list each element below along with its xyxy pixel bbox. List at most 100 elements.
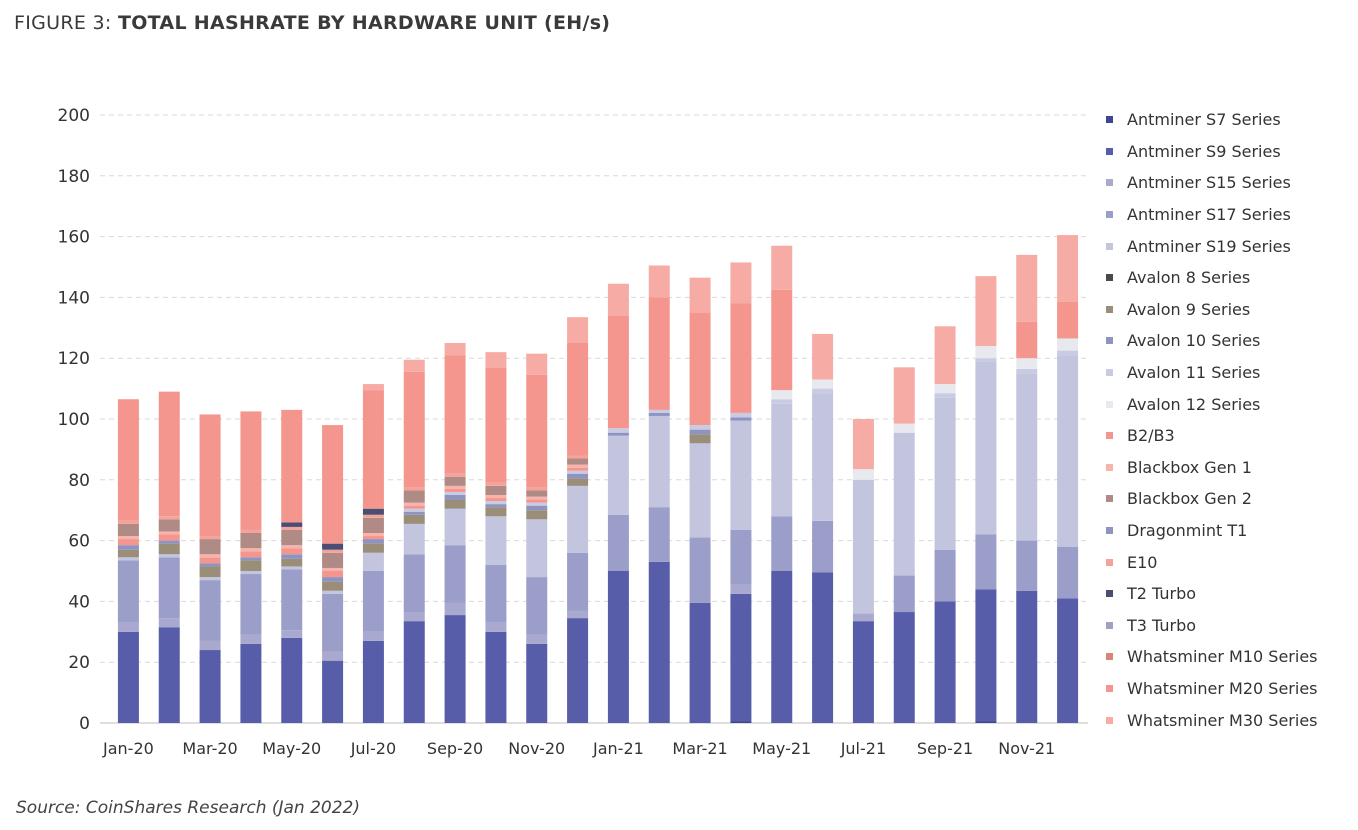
bar-segment: Antminer S15 Series — Oct-20: 3: [485, 622, 507, 632]
bar-segment: Antminer S19 Series — Sep-21: 50: [934, 397, 956, 550]
legend-item: Antminer S15 Series: [1106, 167, 1356, 199]
legend-swatch: [1106, 400, 1113, 408]
bar-segment: Avalon 12 Series — Oct-21: 4: [975, 346, 997, 359]
bar-segment: Whatsminer M30 Series — Oct-21: 23: [975, 276, 997, 347]
bar-segment: Avalon 9 Series — May-20: 2.5: [281, 558, 303, 567]
bar-segment: Antminer S15 Series — Sep-20: 4: [444, 602, 466, 616]
bar-segment: Blackbox Gen 2 — Sep-20: 3: [444, 476, 466, 486]
y-tick-label: 160: [58, 228, 90, 248]
bar-segment: Whatsminer M20 Series — Jun-20: 39: [322, 425, 344, 544]
bar-segment: Avalon 10 Series — Jul-20: 1.5: [362, 539, 384, 544]
bar-segment: Whatsminer M30 Series — Feb-21: 10.5: [648, 265, 670, 298]
y-tick-label: 120: [58, 349, 90, 369]
bar-segment: Antminer S19 Series — Jan-21: 26: [607, 435, 629, 515]
y-tick-label: 140: [58, 288, 90, 308]
figure-title: FIGURE 3: TOTAL HASHRATE BY HARDWARE UNI…: [14, 12, 610, 34]
bar-segment: Whatsminer M20 Series — Nov-20: 37: [526, 374, 548, 488]
bar-segment: Avalon 12 Series — May-21: 3: [771, 390, 793, 400]
bar-segment: Blackbox Gen 1 — Apr-20: 1: [240, 548, 262, 552]
bar-segment: Whatsminer M20 Series — Dec-21: 12: [1057, 301, 1079, 339]
bar-segment: B2/B3 — Nov-20: 1: [526, 499, 548, 503]
bar-segment: E10 — Jun-20: 1: [322, 549, 344, 553]
bar-segment: E10 — Apr-20: 1: [240, 529, 262, 533]
bar-segment: E10 — Sep-20: 1: [444, 473, 466, 477]
bar-segment: Avalon 9 Series — Mar-20: 3.5: [199, 566, 221, 578]
bar-segment: Blackbox Gen 2 — Jul-20: 5: [362, 517, 384, 533]
bar-segment: Avalon 9 Series — Apr-20: 3.5: [240, 560, 262, 571]
bar-segment: Whatsminer M20 Series — Apr-20: 39: [240, 411, 262, 530]
legend-item: Antminer S9 Series: [1106, 136, 1356, 168]
bar-segment: Avalon 11 Series — Dec-20: 1: [567, 470, 589, 474]
bar-segment: Antminer S17 Series — Mar-20: 20: [199, 580, 221, 641]
bar-segment: Antminer S15 Series — Jul-20: 3: [362, 631, 384, 641]
bar-segment: Antminer S15 Series — Aug-20: 3: [403, 612, 425, 622]
bar-segment: Antminer S15 Series — Nov-20: 3: [526, 634, 548, 644]
bar-segment: B2/B3 — Jun-20: 2: [322, 571, 344, 578]
bar-segment: Blackbox Gen 2 — Aug-20: 4: [403, 490, 425, 503]
bar-segment: Antminer S9 Series — May-20: 28: [281, 637, 303, 723]
bar-segment: Antminer S19 Series — Mar-21: 31: [689, 443, 711, 538]
bar-segment: Avalon 10 Series — Jan-21: 1: [607, 432, 629, 436]
bar-segment: Antminer S19 Series — Apr-20: 1: [240, 571, 262, 575]
legend-item: E10: [1106, 546, 1356, 578]
bar-segment: Antminer S9 Series — Nov-20: 26: [526, 643, 548, 723]
bar-segment: Antminer S19 Series — Nov-21: 55: [1016, 373, 1038, 541]
bar-segment: Blackbox Gen 1 — Sep-20: 1: [444, 485, 466, 489]
legend-item: Avalon 9 Series: [1106, 294, 1356, 326]
legend-item: Antminer S7 Series: [1106, 104, 1356, 136]
bar-segment: Antminer S9 Series — Dec-21: 41: [1057, 598, 1079, 723]
bar-segment: Antminer S17 Series — Dec-21: 17: [1057, 546, 1079, 599]
bar-segment: Antminer S19 Series — Dec-20: 22: [567, 485, 589, 553]
bar-segment: Blackbox Gen 2 — Apr-20: 5: [240, 533, 262, 549]
bar-segment: Antminer S19 Series — Mar-20: 1: [199, 577, 221, 581]
bar-segment: Antminer S17 Series — Oct-21: 18: [975, 534, 997, 590]
bar-segment: Antminer S19 Series — Apr-21: 36: [730, 420, 752, 530]
bar-segment: Avalon 11 Series — Oct-21: 1: [975, 358, 997, 362]
bar-segment: Blackbox Gen 1 — Jun-20: 1: [322, 567, 344, 571]
bar-segment: Antminer S17 Series — Aug-21: 12: [893, 575, 915, 613]
bar-segment: T2 Turbo — Jun-20: 2: [322, 543, 344, 550]
legend-swatch: [1106, 716, 1113, 724]
bar-segment: Blackbox Gen 2 — Jan-20: 4: [117, 523, 139, 537]
bar-segment: Blackbox Gen 2 — Jun-20: 5: [322, 552, 344, 568]
bar-segment: Antminer S19 Series — Jun-20: 1: [322, 590, 344, 594]
bar-segment: Antminer S17 Series — Sep-20: 19: [444, 545, 466, 603]
bar-segment: E10 — Feb-20: 1: [158, 516, 180, 520]
bar-segment: Antminer S9 Series — Jan-21: 50: [607, 571, 629, 723]
bar-segment: Blackbox Gen 2 — Oct-20: 3: [485, 485, 507, 495]
bar-segment: Antminer S9 Series — Feb-21: 53: [648, 561, 670, 723]
legend-swatch: [1106, 590, 1113, 598]
legend-item: Whatsminer M20 Series: [1106, 673, 1356, 705]
y-tick-label: 40: [68, 592, 90, 612]
bar-segment: Avalon 10 Series — Nov-20: 1.5: [526, 505, 548, 511]
bar-segment: Blackbox Gen 2 — Nov-20: 2: [526, 490, 548, 497]
legend-swatch: [1106, 274, 1113, 282]
bar-segment: Antminer S9 Series — Jul-20: 27: [362, 640, 384, 723]
bar-segment: Antminer S17 Series — Jun-20: 19: [322, 593, 344, 652]
legend-item: Avalon 11 Series: [1106, 357, 1356, 389]
bar-segment: B2/B3 — May-20: 2: [281, 548, 303, 555]
bar-segment: Avalon 12 Series — Sep-21: 3: [934, 384, 956, 394]
bar-segment: Antminer S17 Series — Jul-20: 20: [362, 571, 384, 632]
bar-segment: Avalon 12 Series — Jul-21: 3.5: [852, 469, 874, 480]
bar-segment: Antminer S15 Series — Apr-20: 3: [240, 634, 262, 644]
bar-segment: Whatsminer M20 Series — Apr-21: 36: [730, 303, 752, 413]
bar-segment: Antminer S17 Series — Oct-20: 19: [485, 564, 507, 623]
bar-segment: Antminer S19 Series — Feb-21: 30: [648, 415, 670, 508]
bar-segment: Whatsminer M30 Series — May-21: 14.5: [771, 245, 793, 290]
bar-segment: E10 — Jan-20: 1: [117, 520, 139, 524]
bar-segment: Antminer S9 Series — Dec-20: 34.5: [567, 618, 589, 723]
bar-segment: Avalon 10 Series — Sep-20: 1.5: [444, 495, 466, 500]
bar-segment: Antminer S19 Series — May-20: 1: [281, 566, 303, 570]
bar-segment: Avalon 11 Series — Apr-21: 1.5: [730, 412, 752, 418]
bar-segment: Avalon 11 Series — Jun-21: 1.5: [812, 388, 834, 394]
bar-segment: Avalon 10 Series — May-20: 1.5: [281, 554, 303, 559]
bar-segment: Blackbox Gen 1 — Aug-20: 1: [403, 502, 425, 506]
bar-segment: Avalon 9 Series — Sep-20: 3: [444, 499, 466, 509]
chart-legend: Antminer S7 Series Antminer S9 Series Antm…: [1106, 104, 1356, 736]
bar-segment: Antminer S19 Series — Oct-20: 16: [485, 516, 507, 565]
bar-segment: Antminer S19 Series — Jun-21: 42: [812, 393, 834, 521]
bar-segment: Avalon 10 Series — Feb-21: 1: [648, 412, 670, 416]
bar-segment: Blackbox Gen 1 — Jul-20: 1: [362, 533, 384, 537]
bar-segment: Avalon 11 Series — Dec-21: 1.5: [1057, 350, 1079, 356]
